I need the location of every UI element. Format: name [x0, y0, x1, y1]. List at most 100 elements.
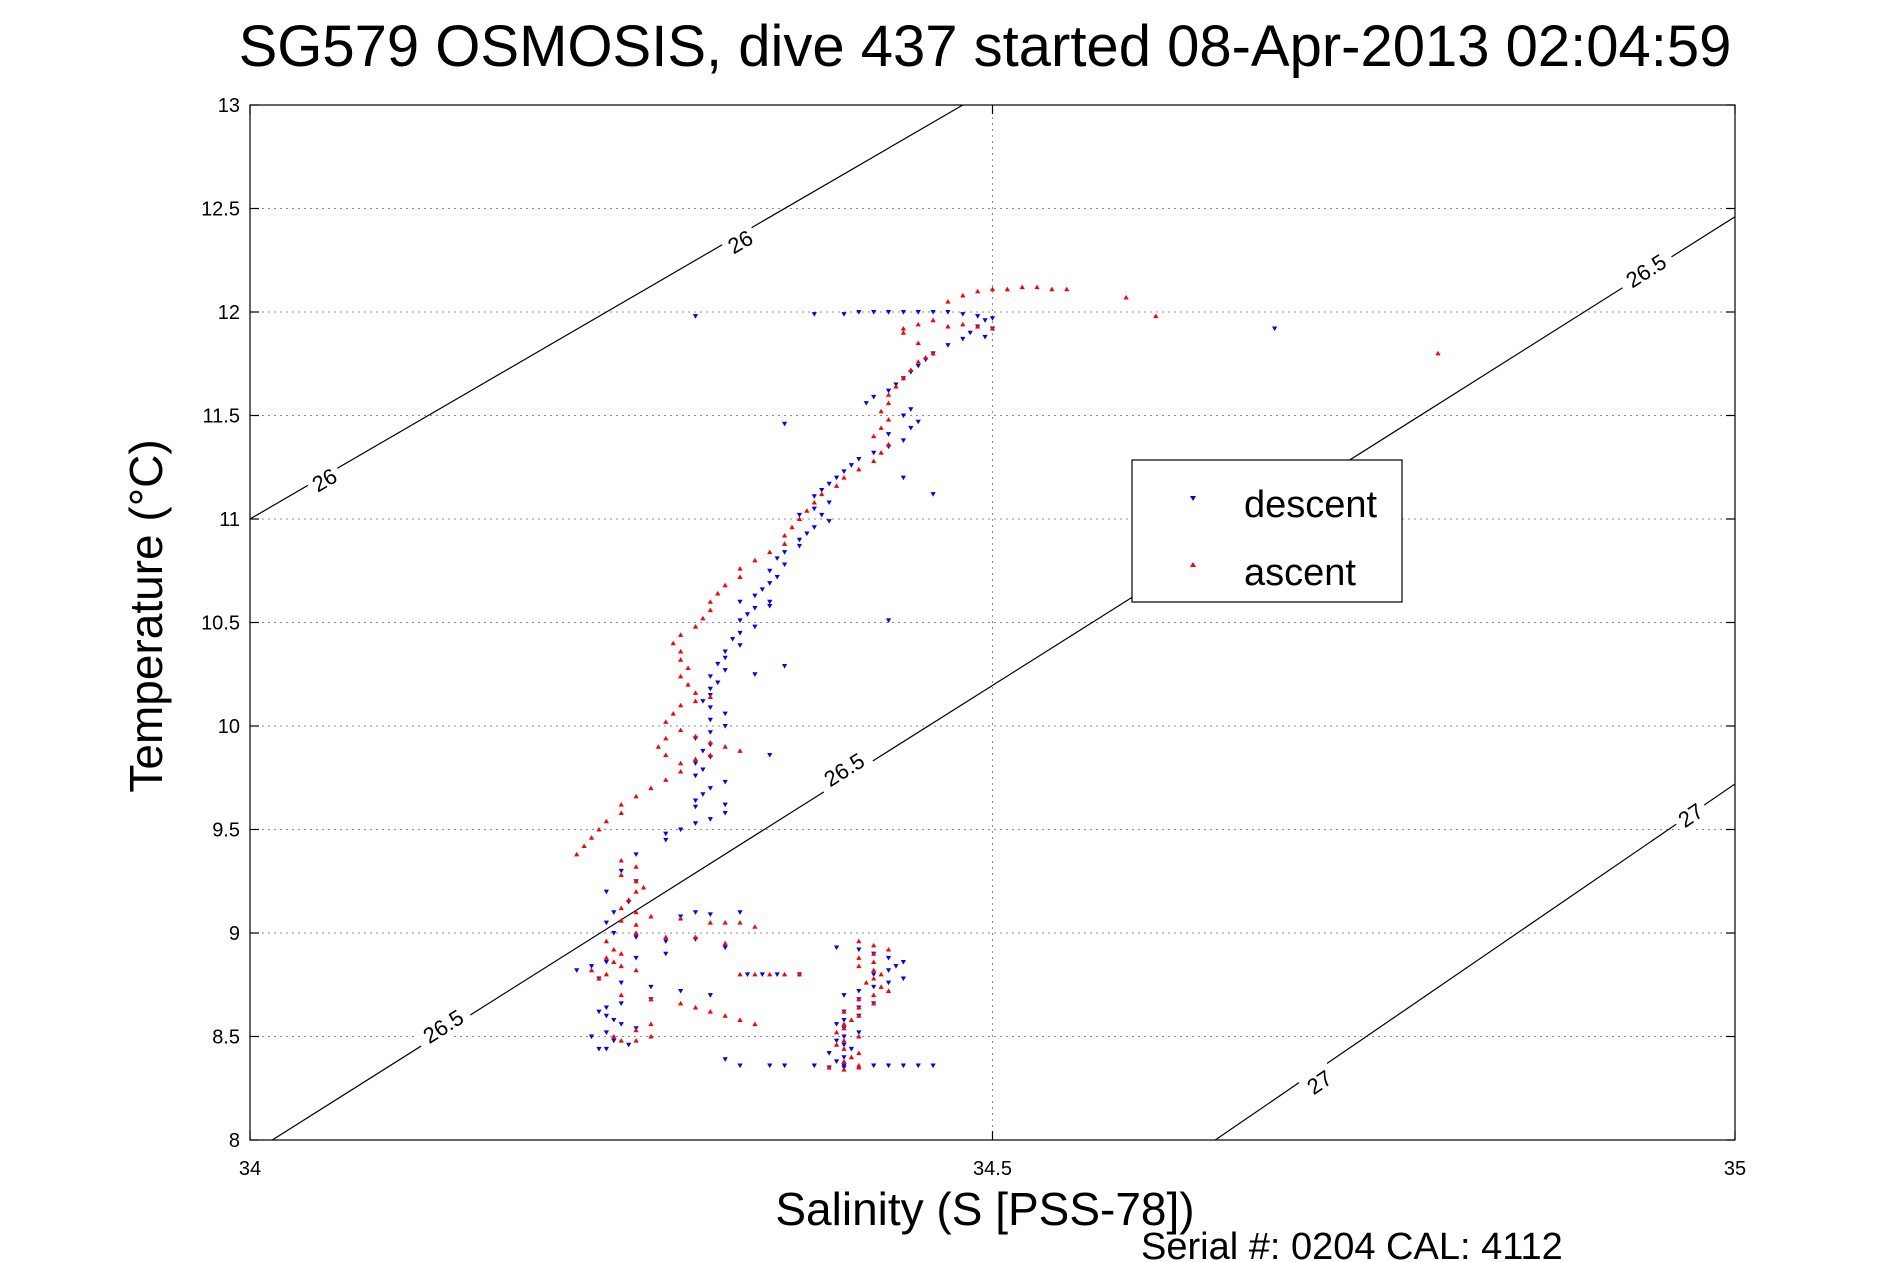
descent-point-189	[782, 663, 788, 669]
descent-point-43	[759, 587, 765, 592]
ascent-point-76	[640, 884, 647, 890]
ascent-point-149	[856, 1050, 862, 1056]
ascent-point-102	[588, 967, 595, 973]
descent-point-89	[611, 910, 617, 915]
descent-point-46	[752, 606, 758, 611]
ascent-point-62	[663, 777, 669, 782]
chart-title: SG579 OSMOSIS, dive 437 started 08-Apr-2…	[239, 14, 1732, 79]
ascent-point-48	[670, 710, 676, 716]
density-contour-26-5	[271, 216, 1735, 1140]
descent-point-163	[930, 1063, 936, 1069]
ascent-point-37	[678, 632, 684, 637]
descent-point-98	[603, 959, 609, 965]
ascent-point-54	[737, 748, 743, 753]
ascent-point-122	[856, 938, 862, 944]
descent-point-36	[796, 543, 803, 549]
descent-point-114	[603, 1030, 609, 1035]
ascent-point-69	[588, 835, 595, 840]
descent-point-116	[611, 1038, 617, 1044]
contour-label-bg	[812, 742, 876, 796]
x-tick-label-2: 35	[1724, 1158, 1746, 1180]
ascent-point-109	[737, 1017, 743, 1022]
ascent-point-28	[752, 557, 758, 563]
ascent-point-94	[611, 946, 617, 952]
ascent-point-81	[648, 913, 654, 919]
ascent-point-163	[945, 299, 951, 304]
ascent-point-154	[841, 1067, 847, 1072]
ascent-point-126	[856, 955, 862, 960]
ascent-point-114	[618, 1038, 624, 1043]
ascent-point-92	[722, 940, 728, 946]
y-tick-label-0: 8	[229, 1130, 240, 1152]
descent-point-166	[692, 910, 699, 915]
ascent-point-112	[633, 1027, 639, 1033]
descent-point-131	[871, 972, 877, 977]
descent-point-121	[759, 972, 765, 977]
descent-point-14	[908, 407, 914, 412]
ascent-point-20	[819, 491, 825, 497]
descent-point-93	[663, 939, 669, 944]
ascent-point-68	[596, 826, 602, 832]
ascent-point-56	[692, 756, 699, 762]
ascent-point-21	[811, 499, 817, 505]
ascent-point-169	[1034, 284, 1040, 290]
descent-point-124	[833, 945, 840, 951]
ascent-point-63	[648, 785, 654, 791]
descent-point-66	[707, 730, 713, 735]
ascent-point-79	[618, 905, 624, 911]
descent-point-162	[915, 1063, 921, 1069]
ascent-point-30	[737, 574, 743, 579]
ascent-point-29	[737, 566, 743, 571]
ascent-point-9	[885, 400, 892, 406]
contour-label-bg	[1669, 794, 1712, 836]
descent-point-143	[833, 1022, 840, 1027]
ascent-point-11	[885, 417, 892, 422]
descent-point-22	[856, 456, 862, 462]
descent-point-175	[930, 310, 936, 315]
descent-point-164	[737, 1063, 743, 1069]
descent-point-97	[633, 955, 639, 961]
ascent-point-46	[692, 698, 699, 704]
ascent-point-42	[678, 673, 684, 679]
descent-point-132	[900, 976, 906, 982]
contour-label-bg	[411, 999, 475, 1053]
ascent-point-131	[871, 975, 877, 981]
descent-point-3	[960, 336, 966, 342]
ascent-point-65	[618, 802, 624, 807]
descent-point-4	[945, 343, 951, 348]
ascent-point-31	[722, 582, 728, 588]
descent-point-130	[885, 968, 892, 973]
ascent-point-75	[633, 878, 639, 884]
descent-point-181	[982, 334, 988, 340]
descent-point-119	[596, 1046, 602, 1052]
ascent-point-125	[871, 951, 877, 956]
descent-point-48	[737, 618, 743, 624]
ascent-point-164	[960, 292, 966, 298]
ascent-point-59	[655, 744, 661, 749]
descent-point-57	[707, 674, 713, 679]
descent-point-179	[989, 316, 996, 321]
descent-point-128	[900, 959, 906, 965]
descent-point-102	[618, 980, 624, 986]
ascent-point-44	[692, 690, 699, 695]
ascent-point-135	[871, 992, 877, 998]
descent-point-30	[811, 506, 817, 512]
descent-point-109	[596, 1009, 602, 1015]
descent-point-148	[841, 1042, 847, 1048]
ascent-point-52	[707, 739, 713, 745]
ascent-point-61	[678, 768, 684, 774]
legend-marker-descent	[1190, 496, 1196, 501]
ascent-point-18	[841, 475, 847, 480]
ascent-point-6	[900, 375, 906, 381]
ascent-point-27	[767, 549, 773, 555]
ascent-point-156	[900, 325, 906, 331]
descent-point-193	[722, 802, 728, 808]
ascent-point-99	[633, 967, 639, 973]
descent-point-194	[663, 831, 669, 837]
descent-point-26	[826, 481, 832, 487]
descent-point-186	[782, 421, 788, 427]
descent-point-111	[611, 1017, 617, 1023]
ascent-point-16	[871, 458, 877, 464]
descent-point-145	[856, 1030, 862, 1035]
ascent-point-128	[856, 963, 862, 969]
